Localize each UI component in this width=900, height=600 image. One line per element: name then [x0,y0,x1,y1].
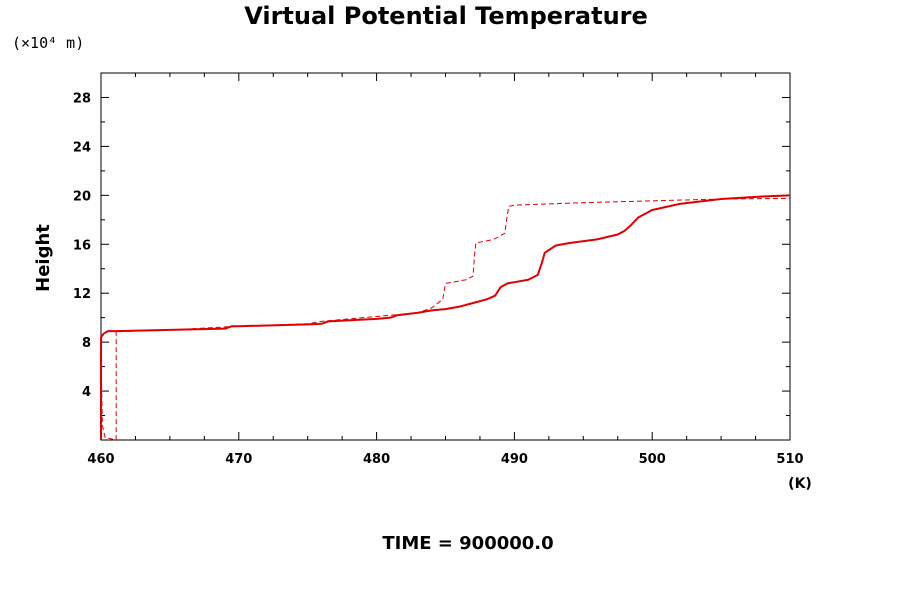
chart-title: Virtual Potential Temperature [244,2,648,30]
y-tick-label: 24 [73,140,91,155]
y-tick-label: 16 [73,238,91,253]
x-tick-label: 510 [776,452,803,467]
x-tick-label: 480 [363,452,390,467]
y-axis-unit: (×10⁴ m) [12,34,84,52]
y-axis-ticks [101,96,790,417]
series-layer [100,194,791,441]
x-tick-label: 490 [501,452,528,467]
y-tick-label: 28 [73,91,91,106]
series-line-solid [100,194,791,440]
series-line-dashed [100,197,791,441]
plot-frame [100,72,791,441]
y-axis-tick-labels: 4 8 12 16 20 24 28 [73,91,91,400]
time-label: TIME = 900000.0 [382,533,553,554]
y-tick-label: 8 [82,336,91,351]
x-axis-tick-labels: 460 470 480 490 500 510 [87,452,803,467]
x-tick-label: 500 [639,452,666,467]
x-axis-unit: (K) [788,476,812,492]
x-axis-ticks [100,73,791,440]
y-tick-label: 20 [73,189,91,204]
y-axis-label: Height [33,224,54,292]
x-tick-label: 460 [87,452,114,467]
x-tick-label: 470 [225,452,252,467]
y-tick-label: 12 [73,287,91,302]
y-tick-label: 4 [82,385,91,400]
